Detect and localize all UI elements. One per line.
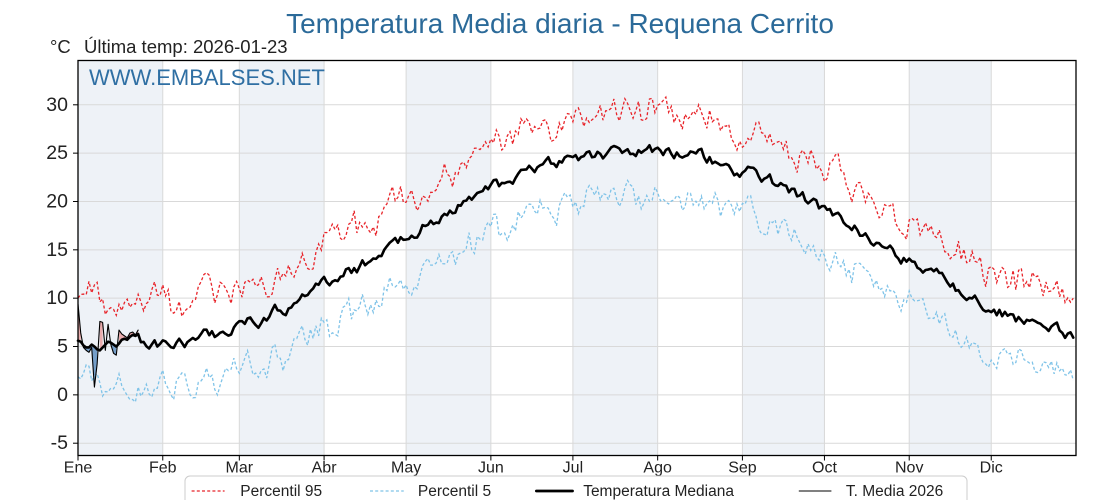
svg-text:Nov: Nov: [895, 460, 923, 477]
svg-text:Jun: Jun: [478, 460, 504, 477]
svg-text:10: 10: [46, 287, 68, 309]
svg-text:30: 30: [46, 94, 68, 116]
svg-text:25: 25: [46, 142, 68, 164]
svg-text:Sep: Sep: [728, 460, 757, 477]
svg-text:Temperatura Mediana: Temperatura Mediana: [583, 483, 734, 500]
svg-text:Mar: Mar: [226, 460, 254, 477]
svg-text:Abr: Abr: [312, 460, 338, 477]
svg-text:Percentil 95: Percentil 95: [240, 483, 322, 500]
svg-text:0: 0: [57, 384, 68, 406]
svg-text:15: 15: [46, 239, 68, 261]
svg-text:Ago: Ago: [643, 460, 672, 477]
svg-text:Percentil 5: Percentil 5: [418, 483, 491, 500]
svg-text:Feb: Feb: [149, 460, 177, 477]
svg-text:20: 20: [46, 190, 68, 212]
svg-text:Ene: Ene: [64, 460, 93, 477]
svg-text:Dic: Dic: [980, 460, 1003, 477]
svg-text:May: May: [391, 460, 421, 477]
svg-text:T. Media 2026: T. Media 2026: [846, 483, 943, 500]
svg-text:-5: -5: [51, 432, 68, 454]
svg-text:5: 5: [57, 336, 68, 358]
svg-text:Jul: Jul: [563, 460, 583, 477]
svg-text:Oct: Oct: [812, 460, 837, 477]
